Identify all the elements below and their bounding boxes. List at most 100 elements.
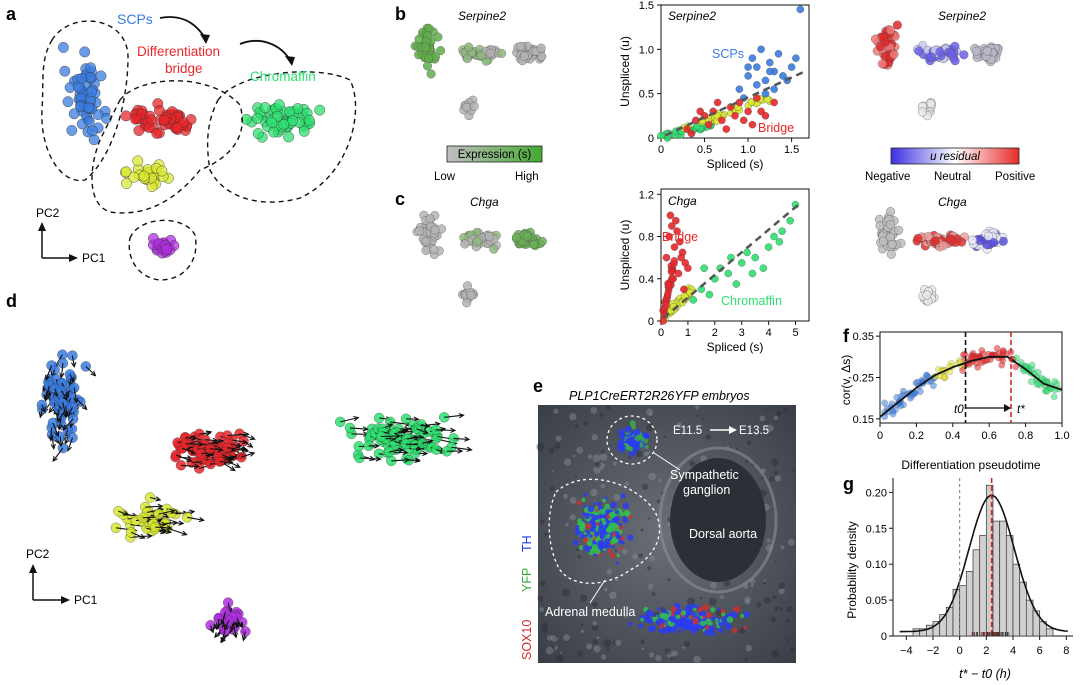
y-tick-label: 0.05 (866, 595, 887, 607)
expression-point (512, 232, 521, 242)
velocity-arrow-head (422, 429, 429, 435)
x-tick-label: 3 (739, 327, 745, 339)
scp-cluster-outline (41, 20, 129, 182)
tissue-speck (577, 650, 584, 657)
phase-point (737, 259, 746, 267)
scp-point (58, 42, 69, 53)
expression-point (433, 32, 443, 42)
stained-cell (667, 620, 672, 625)
stained-cell (609, 552, 616, 559)
velocity-arrow (391, 459, 410, 462)
velocity-arrow (231, 439, 247, 444)
stained-cell (692, 612, 698, 618)
velocity-arrow-head (178, 520, 185, 526)
tissue-speck (689, 460, 696, 467)
f-plot: 0 0.2 0.4 0.6 0.8 1.0 0.15 0.25 0.35 (853, 331, 1070, 442)
velocity-arrow-head (249, 435, 256, 441)
residual-point (950, 56, 960, 66)
velocity-arrow-head (48, 435, 54, 442)
chromaffin-point (259, 102, 271, 114)
tissue-speck (591, 434, 598, 441)
velocity-arrow (67, 437, 74, 451)
residual-colorbar (890, 147, 1020, 165)
tissue-speck (565, 522, 569, 527)
tissue-speck (596, 636, 600, 640)
velocity-arrow (242, 631, 246, 641)
stained-cell (672, 625, 678, 631)
stained-cell (733, 605, 740, 613)
stained-cell (629, 432, 633, 436)
velocity-arrow-head (90, 370, 97, 377)
c-phase-plot-frame (660, 188, 810, 322)
histogram-bar (959, 585, 967, 637)
phase-point (761, 76, 770, 85)
tissue-speck (635, 450, 643, 458)
pc2-arrow-head (38, 222, 46, 231)
velocity-arrow-head (224, 624, 229, 632)
tissue-speck (563, 634, 570, 641)
c-residual-embedding (874, 207, 1008, 306)
stained-cell (743, 611, 750, 618)
tissue-speck (676, 422, 683, 428)
stained-cell (710, 626, 715, 631)
tissue-speck (594, 461, 601, 469)
f-point (1028, 378, 1035, 385)
tissue-speck (682, 646, 686, 649)
y-tick-label: 0 (648, 133, 654, 145)
bridge-point (133, 125, 145, 137)
label-scps: SCPs (117, 11, 153, 27)
tissue-speck (649, 555, 656, 562)
arrow-head-1 (200, 34, 210, 44)
velocity-arrow-head (413, 435, 420, 441)
phase-point (792, 54, 800, 62)
phase-point (689, 296, 698, 304)
panel-label-c: c (395, 189, 405, 209)
phase-point (724, 269, 733, 278)
velocity-arrow-head (172, 520, 179, 526)
velocity-arrow-head (62, 424, 69, 431)
stained-cell (644, 616, 652, 624)
f-point (881, 399, 888, 407)
tissue-speck (539, 607, 544, 612)
stained-cell (628, 514, 633, 519)
tissue-speck (669, 656, 674, 660)
stained-cell (576, 500, 582, 506)
residual-point (923, 232, 933, 241)
intermediate-point (132, 155, 144, 167)
tissue-speck (766, 538, 771, 543)
tissue-speck (552, 469, 554, 472)
stained-cell (624, 510, 628, 515)
stained-cell (701, 625, 705, 629)
tissue-speck (778, 588, 785, 595)
label-differentiation: Differentiation (137, 44, 220, 59)
chromaffin-point (298, 125, 310, 137)
velocity-arrow-head (186, 457, 193, 462)
histogram-bar (912, 628, 921, 637)
residual-point (927, 52, 937, 62)
tissue-speck (586, 643, 593, 650)
tissue-speck (548, 447, 555, 454)
expression-point (497, 48, 507, 58)
tissue-speck (574, 424, 579, 428)
tissue-speck (537, 595, 544, 602)
tissue-speck (745, 459, 749, 463)
f-point (923, 371, 930, 379)
x-tick-label: 4 (766, 327, 772, 339)
tissue-speck (744, 596, 751, 603)
density-curve (899, 494, 1068, 633)
f-tstar-label: t* (1017, 404, 1025, 416)
velocity-arrow-head (422, 450, 429, 457)
panel-label-a: a (6, 4, 17, 24)
phase-point (722, 125, 731, 133)
residual-negative-label: Negative (865, 171, 910, 183)
b-right-gene-title: Serpine2 (938, 9, 986, 23)
histogram-bar (965, 571, 974, 637)
tissue-speck (553, 645, 558, 650)
tissue-speck (735, 447, 738, 450)
phase-point (770, 98, 778, 107)
velocity-arrow-head (237, 621, 242, 629)
velocity-arrow-head (69, 376, 75, 383)
stained-cell (593, 501, 597, 506)
y-tick-label: 0.5 (639, 89, 654, 101)
phase-point (676, 238, 684, 246)
